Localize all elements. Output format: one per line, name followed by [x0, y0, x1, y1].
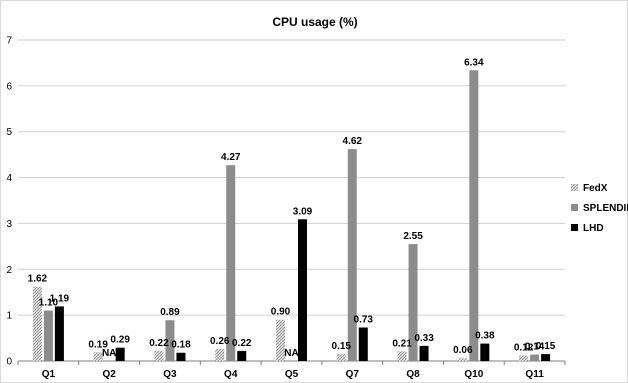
- x-tick-label: Q2: [102, 369, 116, 380]
- data-label: 0.89: [160, 307, 180, 318]
- data-label: 3.09: [293, 206, 313, 217]
- x-tick-label: Q7: [346, 369, 360, 380]
- chart-title: CPU usage (%): [272, 15, 357, 29]
- x-tick-label: Q8: [406, 369, 420, 380]
- y-tick-label: 4: [6, 173, 12, 184]
- x-tick-label: Q4: [224, 369, 238, 380]
- bar: [154, 350, 164, 361]
- data-label: 2.55: [403, 231, 423, 242]
- data-label: 0.06: [453, 345, 473, 356]
- legend-swatch: [571, 204, 578, 211]
- y-tick-label: 5: [6, 127, 12, 138]
- y-tick-label: 2: [6, 265, 12, 276]
- data-label: 0.38: [475, 331, 495, 342]
- data-label: NA: [284, 348, 298, 359]
- legend-swatch: [571, 184, 578, 191]
- bar: [458, 358, 468, 361]
- data-label: 0.19: [88, 339, 108, 350]
- data-label: 0.22: [149, 338, 169, 349]
- legend-label: SPLENDID: [583, 203, 628, 214]
- data-label: 1.19: [50, 293, 70, 304]
- x-tick-label: Q5: [285, 369, 299, 380]
- bar: [226, 165, 236, 361]
- bar: [480, 343, 490, 361]
- bar: [347, 149, 357, 361]
- data-label: 0.90: [271, 307, 291, 318]
- data-label: 0.21: [392, 338, 412, 349]
- data-label: 0.33: [414, 333, 434, 344]
- y-tick-label: 3: [6, 219, 12, 230]
- bar: [469, 70, 479, 361]
- data-label: 1.62: [28, 274, 48, 285]
- data-label: 4.62: [343, 136, 363, 147]
- bar: [176, 352, 186, 361]
- bar: [397, 351, 407, 361]
- x-tick-label: Q1: [42, 369, 56, 380]
- data-label: 0.15: [332, 341, 352, 352]
- bar: [32, 286, 42, 361]
- bar: [541, 354, 551, 361]
- y-tick-label: 0: [6, 357, 12, 368]
- data-label: 0.73: [354, 315, 374, 326]
- bar: [336, 354, 346, 361]
- x-tick-label: Q10: [464, 369, 483, 380]
- bar: [215, 349, 225, 361]
- data-labels: 1.620.19 0.22 0.260.900.15 0.210.06 0.121.10…: [28, 57, 556, 359]
- data-label: 0.12: [514, 342, 534, 353]
- bars: [32, 70, 551, 361]
- y-tick-label: 7: [6, 36, 12, 47]
- bar: [298, 219, 307, 361]
- bar: [115, 347, 125, 361]
- data-label: NA: [102, 348, 116, 359]
- y-tick-label: 6: [6, 81, 12, 92]
- data-label: 6.34: [464, 57, 484, 68]
- x-tick-label: Q3: [163, 369, 177, 380]
- axes: 0 1 2 3 4 5 6 7 Q1 Q2 Q3 Q4 Q5 Q7 Q8 Q10 Q11: [6, 36, 566, 380]
- x-tick-label: Q11: [525, 369, 544, 380]
- y-tick-label: 1: [6, 311, 12, 322]
- data-label: 0.29: [110, 335, 130, 346]
- data-label: 0.18: [171, 340, 191, 351]
- bar: [165, 320, 175, 361]
- bar: [237, 350, 247, 361]
- bar: [530, 354, 540, 361]
- legend: FedX SPLENDID LHD: [571, 183, 628, 234]
- bar: [93, 352, 103, 361]
- legend-swatch: [571, 224, 578, 231]
- bar: [408, 244, 418, 361]
- bar: [519, 355, 529, 361]
- data-label: 0.15: [536, 341, 556, 352]
- bar: [43, 310, 53, 361]
- bar: [276, 319, 285, 361]
- data-label: 0.22: [232, 338, 252, 349]
- data-label: 1.10: [39, 298, 59, 309]
- data-label: 0.26: [210, 336, 230, 347]
- bar: [358, 327, 368, 361]
- bar: [54, 306, 64, 361]
- gridlines: [18, 39, 565, 316]
- bar: [419, 345, 429, 361]
- legend-label: FedX: [583, 183, 608, 194]
- legend-label: LHD: [583, 223, 604, 234]
- data-label: 4.27: [221, 152, 241, 163]
- data-label: 0.14: [525, 342, 545, 353]
